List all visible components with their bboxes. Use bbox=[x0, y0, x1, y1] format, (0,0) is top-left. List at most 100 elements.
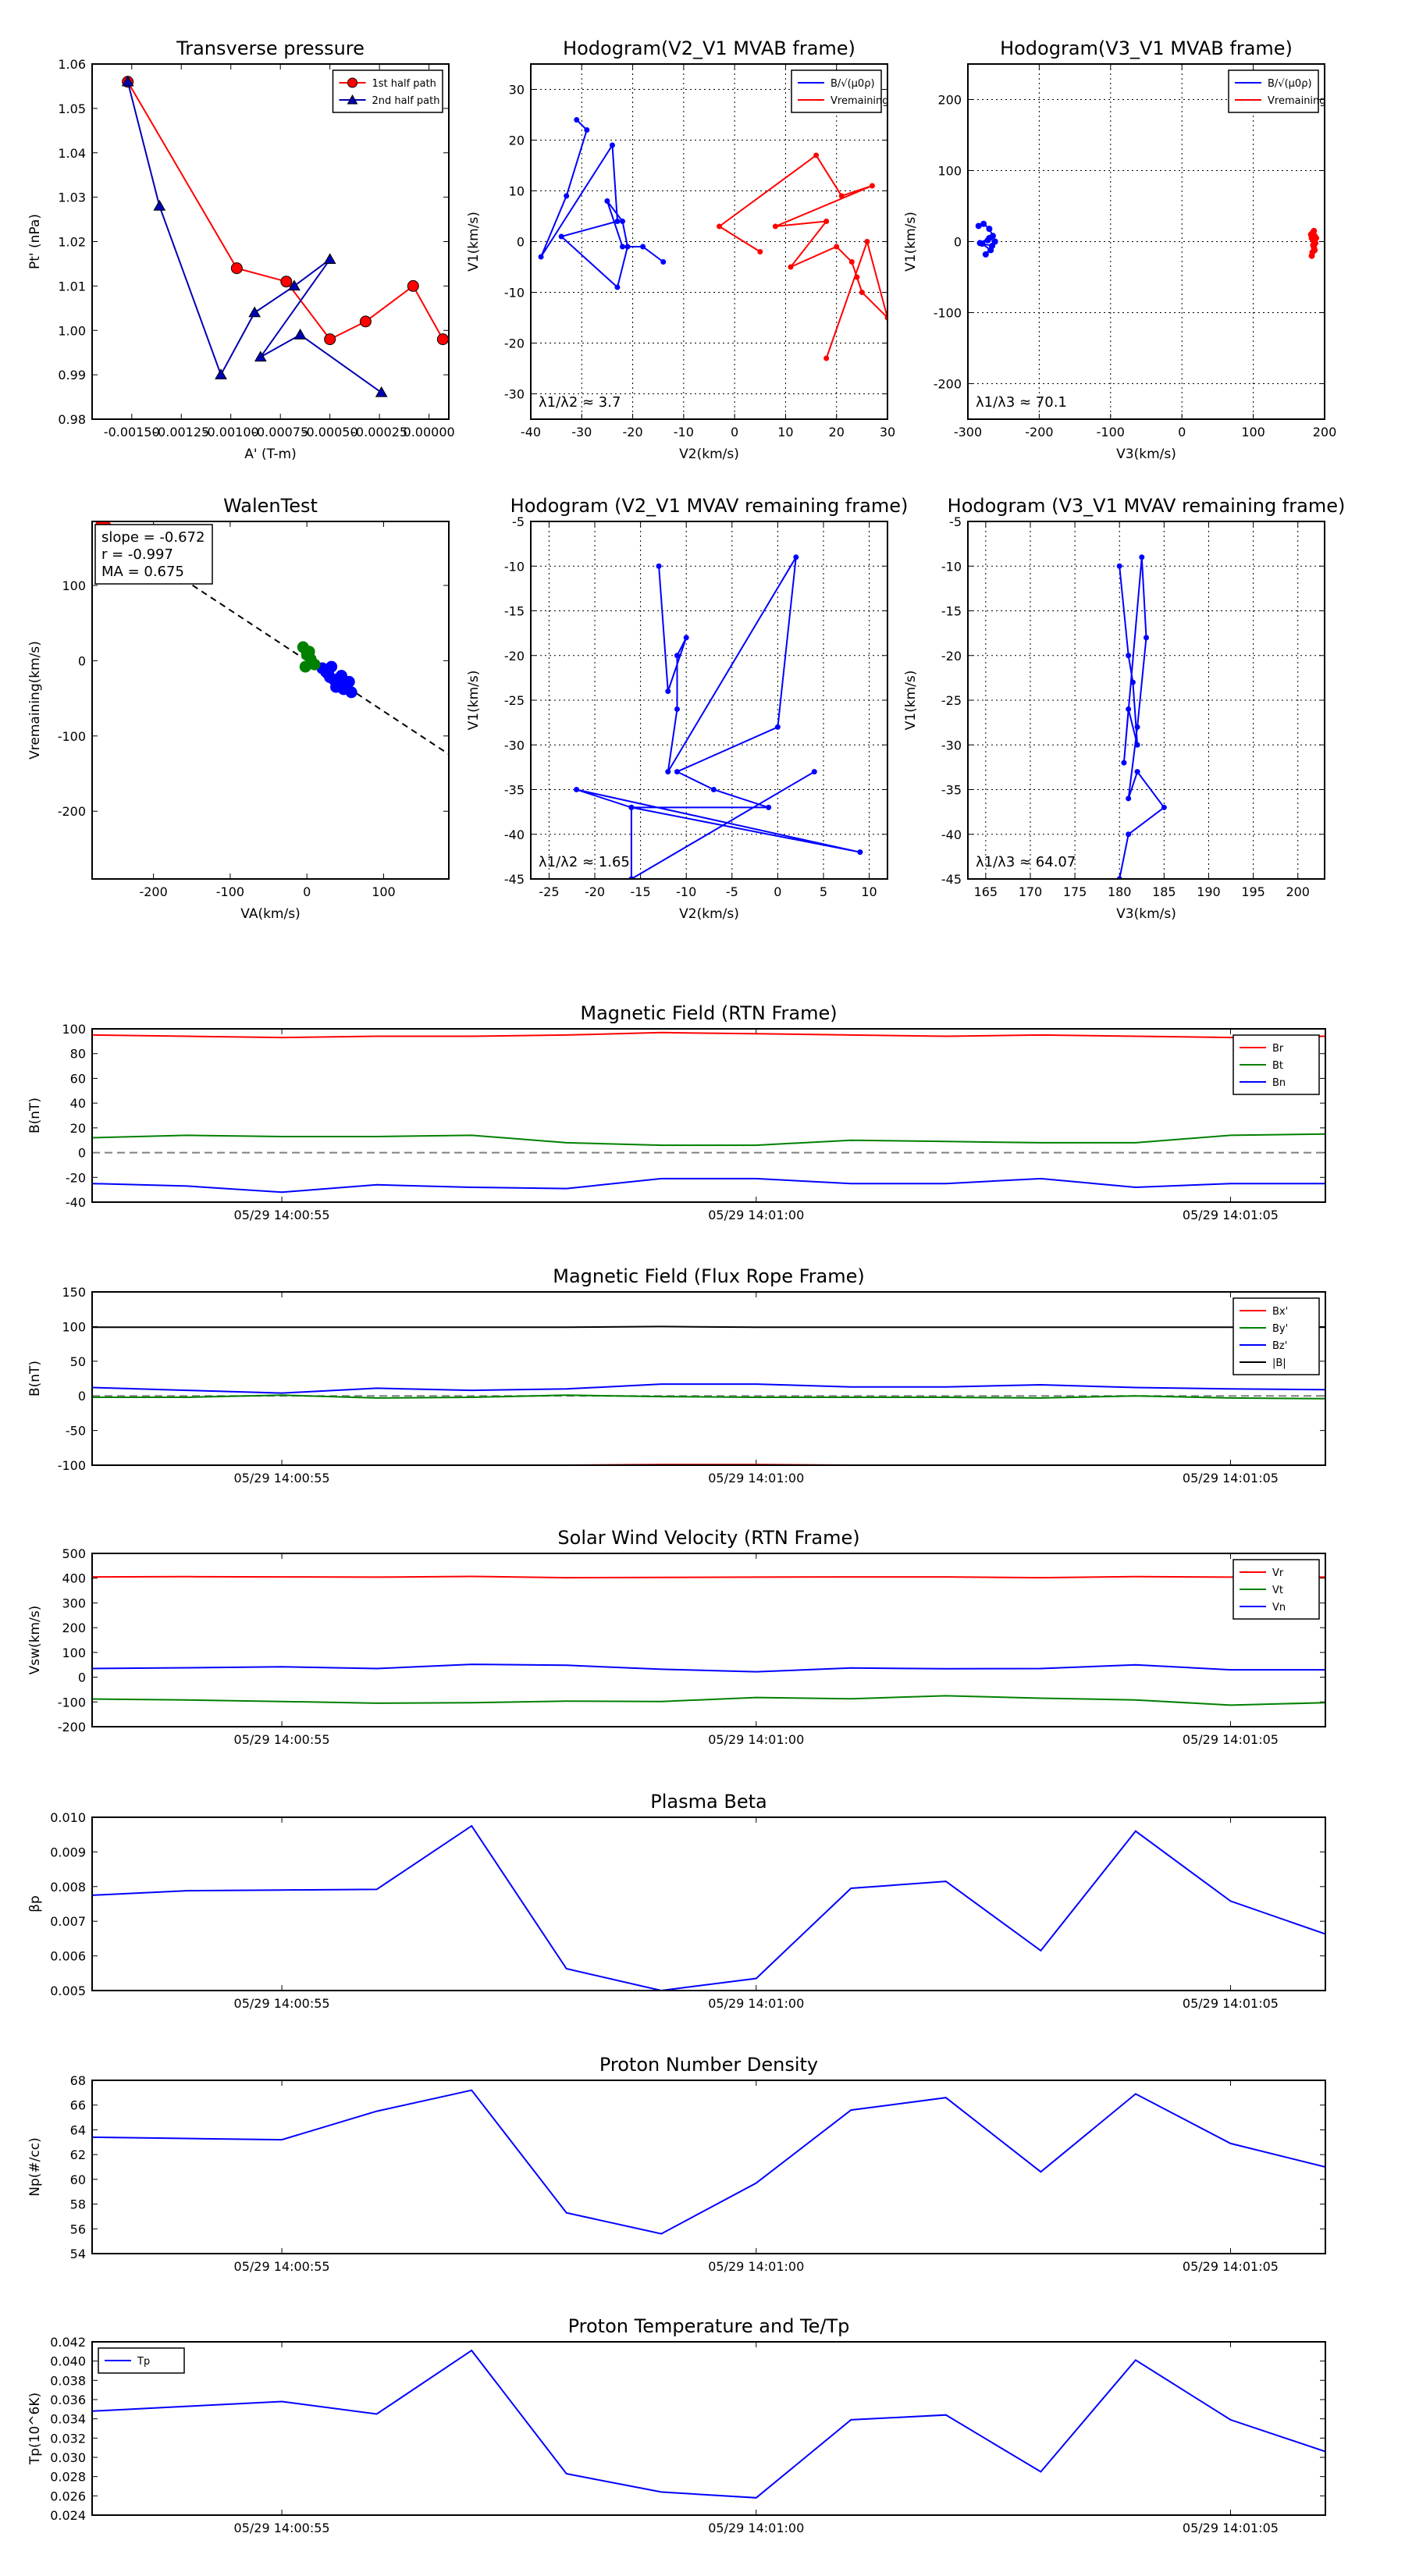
x-tick-label: 200 bbox=[1313, 425, 1337, 439]
y-tick-label: 0.026 bbox=[50, 2489, 86, 2503]
data-point bbox=[293, 328, 307, 340]
chart-title: Proton Number Density bbox=[599, 2054, 818, 2076]
data-point bbox=[710, 787, 717, 792]
axes-frame bbox=[530, 63, 888, 420]
chart-title: Proton Temperature and Te/Tp bbox=[568, 2315, 850, 2337]
x-tick-label: 0 bbox=[731, 425, 738, 439]
series-line-0 bbox=[92, 2089, 1325, 2235]
y-tick-label: 0.009 bbox=[50, 1845, 86, 1859]
y-tick-label: -20 bbox=[504, 336, 525, 351]
plot-area bbox=[121, 75, 449, 397]
y-tick-label: 0.024 bbox=[50, 2508, 86, 2523]
series-line-1 bbox=[92, 1133, 1325, 1147]
data-point bbox=[848, 259, 855, 265]
y-tick-label: 0 bbox=[78, 653, 86, 668]
plot-area bbox=[92, 2349, 1325, 2499]
plasma-beta-chart: Plasma Beta βp 05/29 14:00:55 05/29 14:01:0… bbox=[27, 1791, 1326, 2011]
y-tick-label: -10 bbox=[941, 559, 962, 574]
x-tick-label: -0.00125 bbox=[153, 425, 209, 439]
x-tick-label: 05/29 14:01:00 bbox=[708, 2521, 804, 2535]
y-tick-label: 0.005 bbox=[50, 1984, 86, 1998]
x-tick-label: 180 bbox=[1108, 884, 1132, 899]
data-point bbox=[864, 239, 870, 244]
axes-frame bbox=[91, 2080, 1326, 2254]
x-tick-label: -10 bbox=[676, 884, 696, 899]
magnetic-field-rtn-chart: Magnetic Field (RTN Frame) B(nT) 05/29 14:… bbox=[27, 1002, 1326, 1222]
data-point bbox=[1121, 760, 1127, 766]
x-tick-label: 05/29 14:01:00 bbox=[708, 2259, 804, 2274]
y-tick-label: 1.03 bbox=[58, 190, 86, 205]
x-axis-label: V2(km/s) bbox=[679, 906, 739, 922]
x-tick-label: 05/29 14:00:55 bbox=[234, 1732, 330, 1747]
data-point bbox=[153, 199, 166, 211]
data-point bbox=[1134, 769, 1140, 775]
y-tick-label: 0 bbox=[78, 1146, 86, 1161]
y-tick-label: 150 bbox=[62, 1285, 86, 1300]
y-tick-label: 0 bbox=[78, 1670, 86, 1685]
y-tick-label: 0.042 bbox=[50, 2335, 86, 2350]
y-tick-label: 0.010 bbox=[50, 1810, 86, 1825]
x-tick-label: 200 bbox=[1286, 884, 1310, 899]
series-line-1 bbox=[92, 1394, 1325, 1400]
y-axis-label: V1(km/s) bbox=[466, 671, 482, 731]
x-tick-label: 05/29 14:01:05 bbox=[1183, 1208, 1279, 1222]
data-point bbox=[1126, 653, 1132, 659]
plot-area bbox=[92, 1824, 1325, 1991]
x-tick-label: 0 bbox=[774, 884, 781, 899]
chart-title: Hodogram(V3_V1 MVAB frame) bbox=[1000, 37, 1293, 59]
y-tick-label: -100 bbox=[934, 306, 962, 321]
y-tick-label: -45 bbox=[941, 872, 962, 887]
y-axis-label: B(nT) bbox=[27, 1098, 43, 1133]
data-point bbox=[717, 223, 723, 229]
y-tick-label: 0.99 bbox=[58, 368, 86, 382]
y-tick-label: 40 bbox=[70, 1096, 86, 1111]
series-line-0 bbox=[1119, 557, 1165, 879]
series-line-0 bbox=[92, 1031, 1325, 1039]
chart-title: Magnetic Field (Flux Rope Frame) bbox=[553, 1265, 864, 1287]
transverse-pressure-chart: Transverse pressure A' (T-m) Pt' (nPa) -0.0… bbox=[27, 37, 455, 462]
x-axis-label: V2(km/s) bbox=[679, 447, 739, 462]
x-tick-label: -20 bbox=[585, 884, 605, 899]
legend-label: Vremaining bbox=[831, 95, 889, 107]
x-tick-label: 5 bbox=[820, 884, 827, 899]
x-tick-label: -25 bbox=[539, 884, 559, 899]
plot-area bbox=[92, 2089, 1325, 2235]
y-axis-label: V1(km/s) bbox=[903, 671, 919, 731]
data-point bbox=[375, 386, 388, 397]
x-tick-label: 10 bbox=[861, 884, 877, 899]
y-tick-label: -30 bbox=[941, 738, 962, 753]
data-point bbox=[288, 279, 301, 291]
x-tick-label: 100 bbox=[1241, 425, 1265, 439]
y-axis-label: B(nT) bbox=[27, 1361, 43, 1397]
data-point bbox=[1129, 679, 1136, 685]
x-tick-label: 05/29 14:00:55 bbox=[234, 2259, 330, 2274]
y-tick-label: -40 bbox=[941, 827, 962, 842]
x-tick-label: 170 bbox=[1019, 884, 1043, 899]
data-point bbox=[788, 264, 794, 270]
legend-label: Bx' bbox=[1272, 1306, 1288, 1318]
data-point bbox=[1116, 563, 1122, 569]
axes-frame bbox=[91, 1553, 1326, 1727]
x-tick-label: 20 bbox=[829, 425, 845, 439]
y-tick-label: 1.06 bbox=[58, 57, 86, 72]
x-tick-label: 05/29 14:01:00 bbox=[708, 1732, 804, 1747]
y-tick-label: 0 bbox=[78, 1389, 86, 1404]
x-tick-label: -100 bbox=[216, 884, 244, 899]
legend-label: 1st half path bbox=[372, 78, 436, 90]
data-point bbox=[854, 274, 860, 280]
hodogram-v2v1-mvab-chart: Hodogram(V2_V1 MVAB frame) V2(km/s) V1(km/… bbox=[466, 37, 895, 462]
hodogram-v3v1-mvav-chart: Hodogram (V3_V1 MVAV remaining frame) V3(… bbox=[903, 495, 1345, 922]
x-axis-label: VA(km/s) bbox=[240, 906, 300, 922]
y-tick-label: 60 bbox=[70, 2172, 86, 2187]
series-line-2 bbox=[92, 1177, 1325, 1194]
x-tick-label: 175 bbox=[1063, 884, 1087, 899]
data-point bbox=[614, 219, 621, 224]
data-point bbox=[624, 244, 631, 250]
chart-title: Hodogram (V3_V1 MVAV remaining frame) bbox=[948, 495, 1346, 517]
axes-frame bbox=[91, 1816, 1326, 1991]
x-tick-label: -200 bbox=[139, 884, 167, 899]
data-point bbox=[766, 804, 772, 810]
proton-temperature-chart: Proton Temperature and Te/Tp Tp(10^6K) 05/… bbox=[27, 2315, 1326, 2535]
legend-label: Tp bbox=[137, 2356, 150, 2368]
data-point bbox=[859, 290, 865, 295]
